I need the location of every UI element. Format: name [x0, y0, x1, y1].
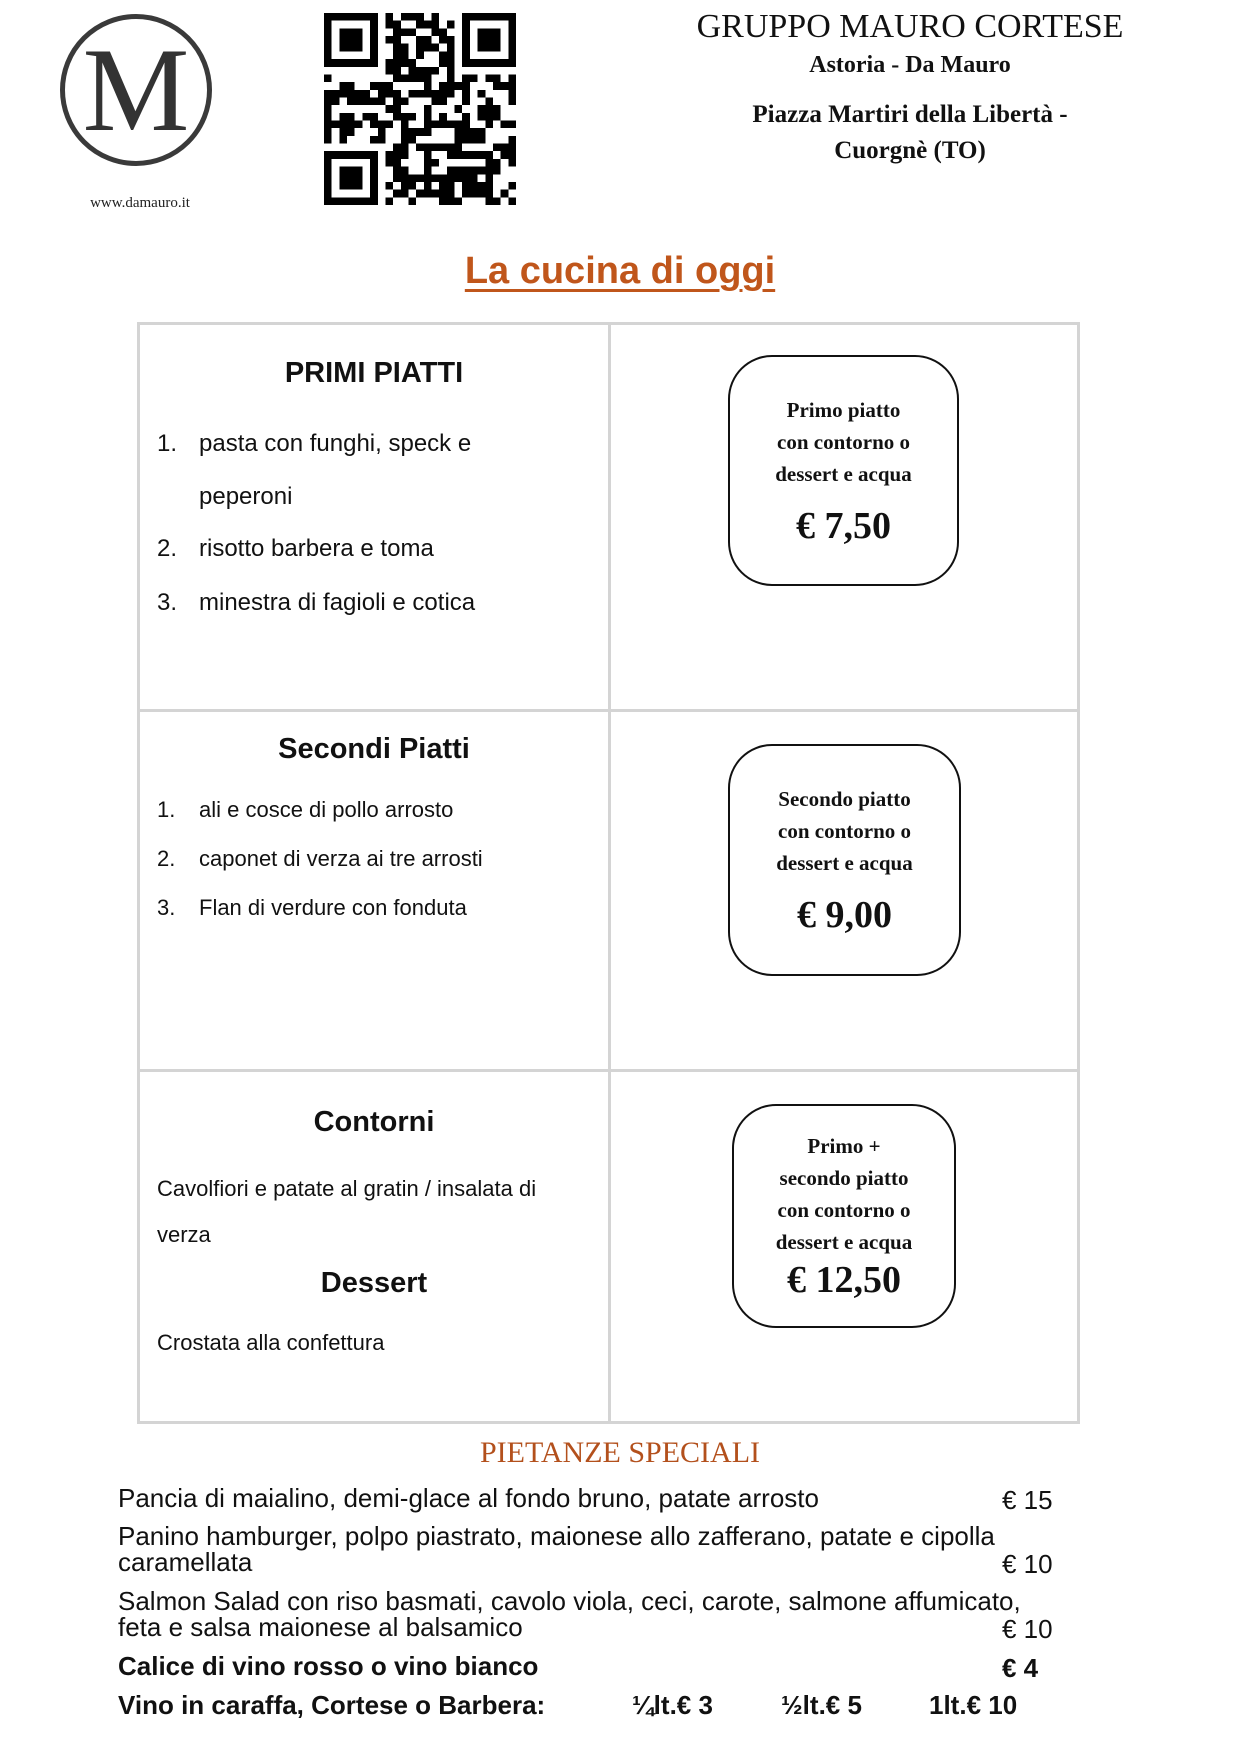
wine-glass-label: Calice di vino rosso o vino bianco — [118, 1651, 539, 1681]
section-heading-contorni: Contorni — [313, 1106, 435, 1138]
list-item: 3. Flan di verdure con fonduta — [157, 895, 467, 920]
address-line2: Cuorgnè (TO) — [834, 137, 986, 164]
page-title: La cucina di oggi — [464, 250, 776, 292]
offer-box-secondo: Secondo piatto con contorno o dessert e ac… — [728, 744, 961, 976]
list-item: 3. minestra di fagioli e cotica — [157, 589, 476, 616]
list-item-cont: peperoni — [199, 483, 293, 510]
wine-carafe-half: ½lt.€ 5 — [781, 1690, 862, 1720]
list-item: 1. ali e cosce di pollo arrosto — [157, 797, 454, 822]
table-divider — [137, 1069, 1080, 1072]
wine-glass-price: € 4 — [1002, 1653, 1039, 1683]
website-text: www.damauro.it — [90, 195, 190, 211]
dessert-text: Crostata alla confettura — [157, 1330, 385, 1355]
offer-price: € 7,50 — [796, 504, 891, 547]
wine-carafe-label: Vino in caraffa, Cortese o Barbera: — [118, 1690, 546, 1720]
contorni-text-cont: verza — [157, 1222, 211, 1247]
wine-carafe-quarter: ¼lt.€ 3 — [632, 1690, 713, 1720]
table-divider — [608, 322, 611, 1424]
section-heading-dessert: Dessert — [320, 1267, 428, 1299]
offer-price: € 12,50 — [787, 1259, 901, 1301]
special-item-cont: feta e salsa maionese al balsamico — [118, 1612, 523, 1642]
contorni-text: Cavolfiori e patate al gratin / insalata… — [157, 1176, 537, 1201]
qr-code — [324, 13, 516, 205]
special-price: € 10 — [1002, 1549, 1053, 1579]
list-item: 1. pasta con funghi, speck e — [157, 430, 472, 457]
special-item-cont: caramellata — [118, 1547, 253, 1577]
specials-heading: PIETANZE SPECIALI — [479, 1436, 761, 1469]
offer-price: € 9,00 — [797, 894, 892, 936]
logo: M — [82, 23, 190, 156]
special-item: Panino hamburger, polpo piastrato, maion… — [118, 1521, 995, 1551]
section-heading-secondi: Secondi Piatti — [278, 733, 470, 765]
restaurant-subtitle: Astoria - Da Mauro — [809, 52, 1011, 78]
offer-box-completo: Primo + secondo piatto con contorno o desse… — [732, 1104, 956, 1328]
section-heading-primi: PRIMI PIATTI — [284, 357, 464, 389]
logo-circle — [60, 14, 212, 166]
special-price: € 10 — [1002, 1614, 1053, 1644]
list-item: 2. caponet di verza ai tre arrosti — [157, 846, 483, 871]
list-item: 2. risotto barbera e toma — [157, 535, 434, 562]
special-item: Pancia di maialino, demi-glace al fondo … — [118, 1483, 819, 1513]
special-item: Salmon Salad con riso basmati, cavolo vi… — [118, 1586, 1021, 1616]
address-line1: Piazza Martiri della Libertà - — [752, 101, 1068, 128]
table-divider — [137, 709, 1080, 712]
special-price: € 15 — [1002, 1485, 1053, 1515]
wine-carafe-liter: 1lt.€ 10 — [929, 1690, 1018, 1720]
offer-box-primo: Primo piatto con contorno o dessert e acqu… — [728, 355, 959, 586]
group-name: GRUPPO MAURO CORTESE — [696, 8, 1124, 45]
